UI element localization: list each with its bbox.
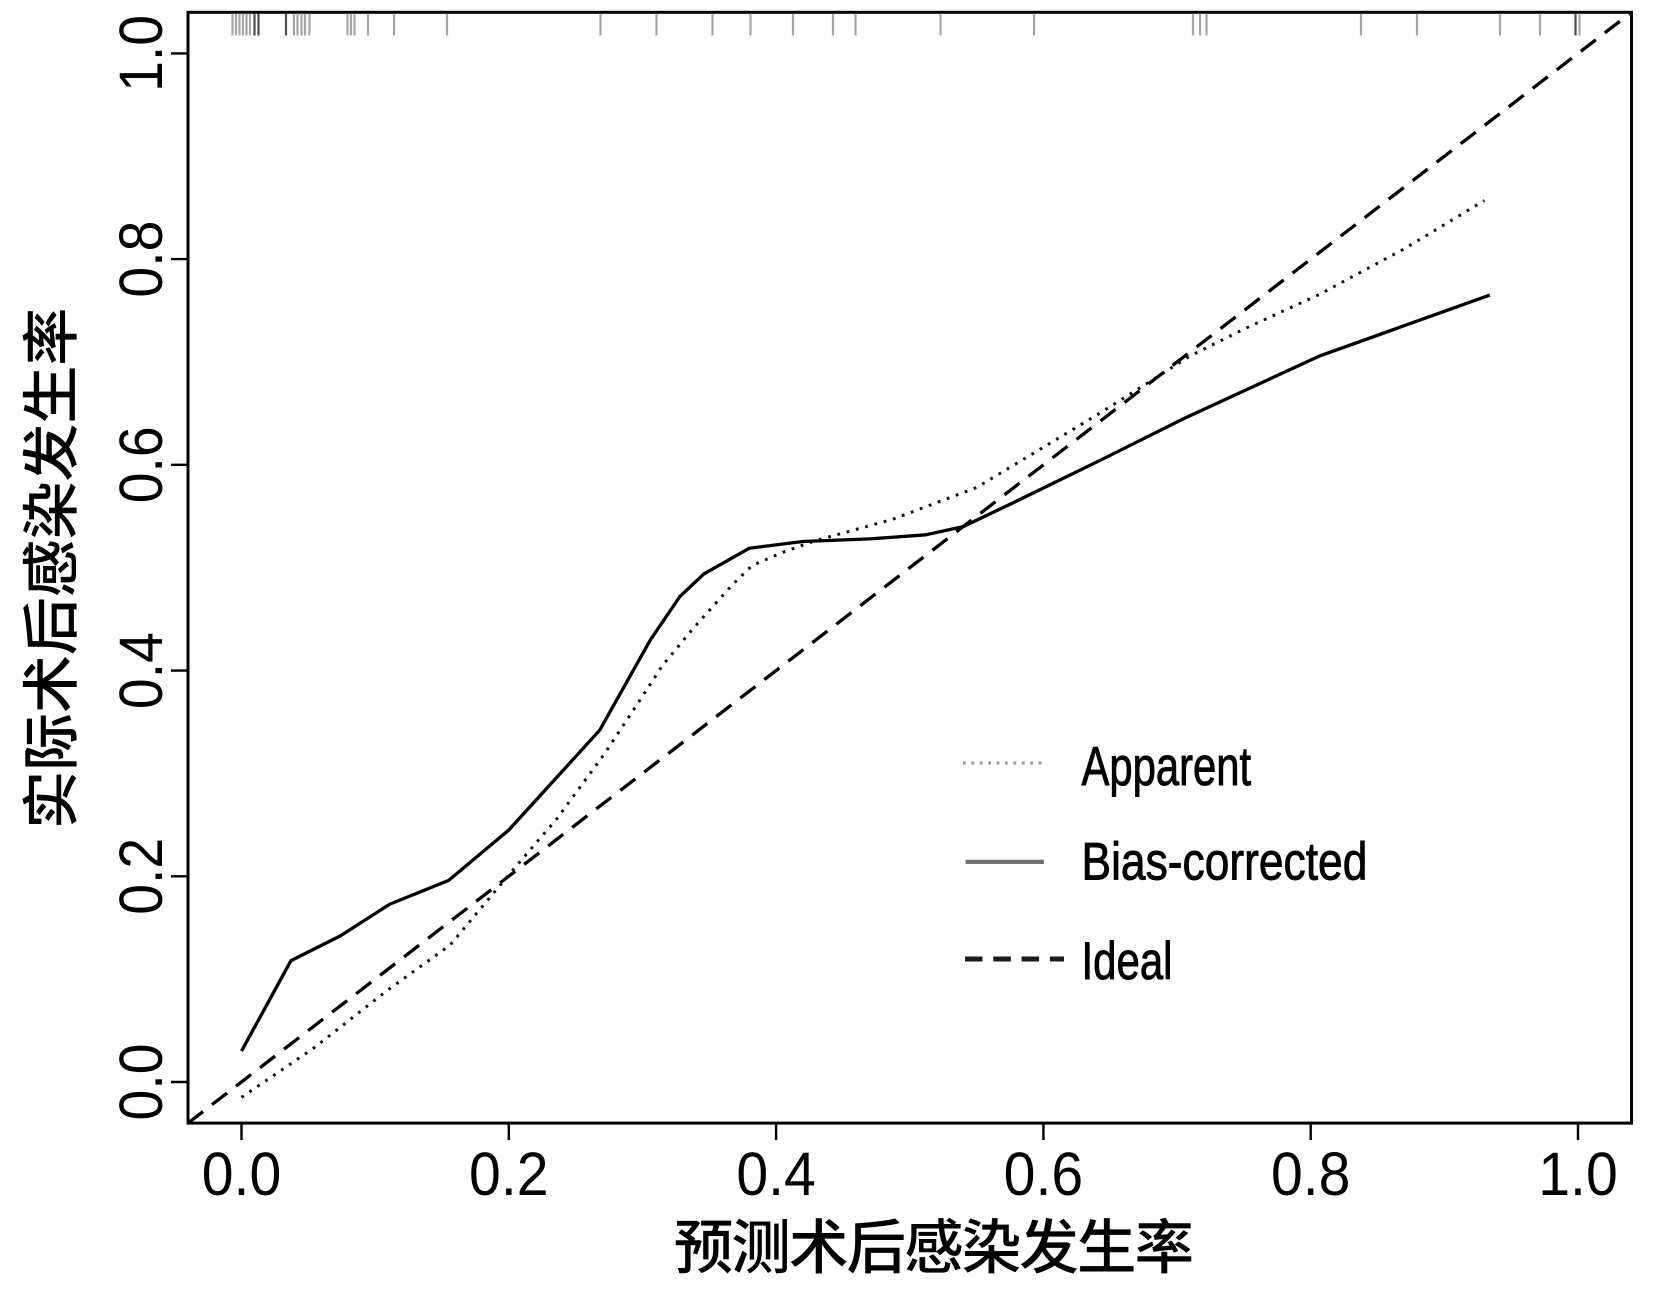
svg-text:0.0: 0.0 [202, 1139, 282, 1208]
svg-text:Apparent: Apparent [1082, 737, 1252, 798]
svg-text:0.8: 0.8 [1271, 1139, 1351, 1208]
svg-text:Ideal: Ideal [1082, 933, 1173, 992]
svg-text:Bias-corrected: Bias-corrected [1082, 833, 1368, 891]
svg-text:0.6: 0.6 [107, 426, 175, 503]
svg-text:0.2: 0.2 [469, 1139, 549, 1208]
svg-text:0.0: 0.0 [107, 1044, 175, 1121]
svg-text:0.8: 0.8 [107, 221, 175, 298]
svg-text:1.0: 1.0 [1538, 1139, 1618, 1208]
svg-text:0.4: 0.4 [736, 1139, 816, 1208]
svg-text:1.0: 1.0 [107, 15, 175, 92]
svg-text:0.6: 0.6 [1004, 1139, 1084, 1208]
svg-text:0.2: 0.2 [107, 838, 175, 915]
svg-text:0.4: 0.4 [107, 632, 175, 709]
